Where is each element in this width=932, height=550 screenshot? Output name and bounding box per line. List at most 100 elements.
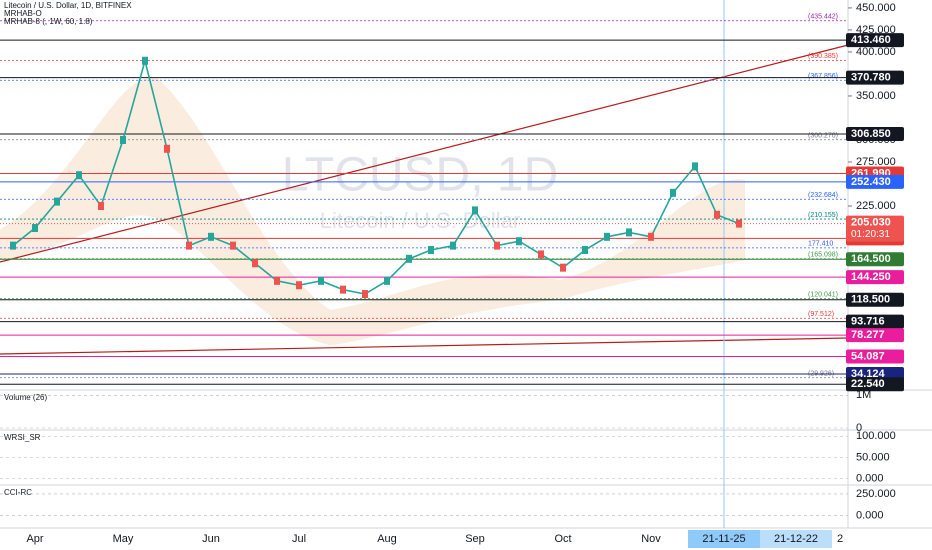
pane-tick-label: 1M: [856, 389, 871, 401]
candle: [626, 228, 632, 237]
candle: [318, 276, 324, 285]
level-label: (232.684): [808, 192, 838, 199]
price-box-label: 54.087: [851, 350, 885, 362]
pane-title: Volume (26): [4, 393, 47, 402]
price-box-label: 370.780: [851, 72, 891, 84]
watermark-name: Litecoin / U.S. Dollar: [320, 208, 521, 233]
pane-tick-label: 50.000: [856, 451, 890, 463]
candle: [230, 241, 236, 250]
candle: [384, 276, 390, 285]
price-box-label: 78.277: [851, 329, 885, 341]
candle: [648, 232, 654, 241]
candle: [274, 276, 280, 285]
watermark-symbol: LTCUSD, 1D: [282, 149, 559, 202]
candle: [604, 232, 610, 241]
envelope: [0, 77, 745, 346]
price-box-label: 164.500: [851, 253, 891, 265]
x-tick-label: Oct: [554, 533, 571, 545]
candle: [472, 206, 478, 215]
y-tick-label: 225.000: [856, 200, 896, 212]
x-tick-label: Nov: [641, 533, 661, 545]
candle: [582, 246, 588, 255]
candle: [450, 241, 456, 250]
x-tick-label: Jun: [202, 533, 220, 545]
candle: [98, 202, 104, 211]
y-tick-label: 425.000: [856, 24, 896, 36]
level-label: (390.385): [808, 53, 838, 60]
last-price-label: 205.030: [851, 216, 891, 228]
pane-tick-label: 250.000: [856, 488, 896, 500]
y-tick-label: 400.000: [856, 46, 896, 58]
pane-tick-label: 100.000: [856, 430, 896, 442]
level-label: (165.098): [808, 252, 838, 259]
level-label: (435.442): [808, 14, 838, 21]
candle: [406, 254, 412, 263]
header-text: MRHAB-O: [4, 9, 42, 18]
candle: [494, 241, 500, 250]
price-box: [846, 70, 904, 85]
header-text: MRHAB-8 (, 1W, 60, 1.8): [4, 17, 93, 26]
price-box: [846, 328, 904, 343]
x-tick-label: May: [113, 533, 134, 545]
date-label: 21-12-22: [774, 533, 818, 545]
candle: [670, 188, 676, 197]
price-box: [846, 126, 904, 141]
candle: [10, 241, 16, 250]
candle: [186, 241, 192, 250]
candle: [560, 263, 566, 272]
candle: [120, 135, 126, 144]
candle: [76, 171, 82, 180]
candle: [296, 281, 302, 290]
price-box-label: 22.540: [851, 378, 885, 390]
x-tick-label: Jul: [292, 533, 306, 545]
price-box-label: 144.250: [851, 271, 891, 283]
date-box: [688, 530, 760, 548]
price-box: [846, 270, 904, 285]
level-label: 177.410: [808, 241, 833, 248]
candle: [692, 162, 698, 171]
price-box-label: 306.850: [851, 128, 891, 140]
candle: [164, 144, 170, 153]
x-tick-label: Apr: [26, 533, 43, 545]
price-box-label: 34.124: [851, 368, 886, 380]
price-box-label: 413.460: [851, 34, 891, 46]
price-box: [846, 314, 904, 329]
price-box: [846, 33, 904, 48]
candle: [142, 56, 148, 65]
countdown: 01:20:31: [851, 229, 890, 240]
x-tick-label: Sep: [465, 533, 485, 545]
candle: [538, 250, 544, 259]
level-label: (120.041): [808, 291, 838, 298]
price-box-label: 252.430: [851, 176, 891, 188]
price-box-label: 93.716: [851, 315, 885, 327]
pane-title: WRSI_SR: [4, 433, 41, 442]
header-text: Litecoin / U.S. Dollar, 1D, BITFINEX: [4, 1, 132, 10]
price-line: [12, 57, 740, 295]
candle: [516, 237, 522, 246]
pane-tick-label: 0.000: [856, 473, 884, 485]
level-label: (300.270): [808, 133, 838, 140]
level-label: (210.155): [808, 212, 838, 219]
price-box: [846, 252, 904, 267]
candle: [362, 290, 368, 299]
price-box-label: 118.500: [851, 294, 890, 306]
last-price-box: [846, 215, 904, 242]
candle: [714, 210, 720, 219]
candle: [736, 219, 742, 228]
price-box: [846, 349, 904, 364]
y-tick-label: 275.000: [856, 156, 896, 168]
candle: [340, 285, 346, 294]
candle: [428, 246, 434, 255]
pane-tick-label: 0.000: [856, 510, 884, 522]
price-box: [846, 174, 904, 189]
y-tick-label: 450.000: [856, 2, 896, 14]
level-label: (97.512): [808, 311, 834, 318]
date-box: [760, 530, 832, 548]
date-label: 21-11-25: [702, 533, 745, 545]
pane-title: CCI-RC: [4, 488, 32, 497]
date-label: 2: [837, 533, 843, 545]
x-tick-label: Aug: [377, 533, 397, 545]
level-label: (367.856): [808, 73, 838, 80]
price-box: [846, 377, 904, 392]
